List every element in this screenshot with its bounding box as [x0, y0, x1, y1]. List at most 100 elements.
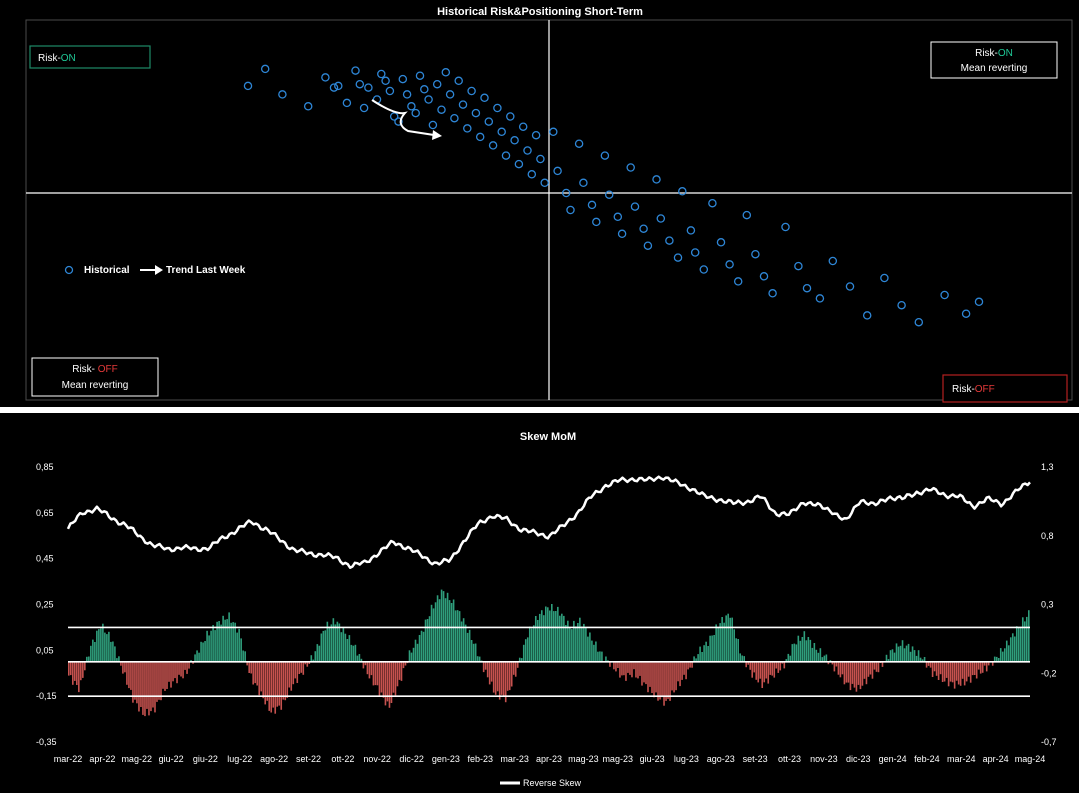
skew-bar	[339, 624, 341, 662]
skew-bar	[655, 662, 657, 693]
skew-bar	[371, 662, 373, 675]
skew-bar	[681, 662, 683, 680]
skew-bar	[848, 662, 850, 683]
skew-bar	[463, 618, 465, 662]
skew-bar	[473, 644, 475, 662]
skew-bar	[769, 662, 771, 675]
skew-bar	[254, 662, 256, 683]
left-tick-label: 0,25	[36, 600, 54, 610]
x-tick-label: nov-22	[363, 754, 391, 764]
skew-bar	[345, 634, 347, 662]
skew-bar	[118, 656, 120, 662]
skew-bar	[986, 662, 988, 672]
skew-bar	[751, 662, 753, 678]
skew-bar	[244, 651, 246, 662]
skew-bar	[174, 662, 176, 678]
skew-bar	[152, 662, 154, 708]
scatter-legend: Historical Trend Last Week	[66, 265, 246, 276]
skew-bar	[910, 652, 912, 662]
skew-bar	[559, 616, 561, 662]
skew-bar	[198, 653, 200, 662]
skew-bar	[457, 610, 459, 662]
skew-bar	[846, 662, 848, 683]
skew-bar	[932, 662, 934, 677]
skew-bar	[483, 662, 485, 672]
skew-bar	[423, 632, 425, 662]
skew-bar	[553, 611, 555, 662]
skew-bar	[852, 662, 854, 684]
skew-bar	[625, 662, 627, 681]
right-tick-label: 1,3	[1041, 462, 1054, 472]
skew-bar	[170, 662, 172, 688]
skew-bar	[441, 590, 443, 662]
skew-bar	[685, 662, 687, 679]
quadrant-sub-top-right: Mean reverting	[961, 63, 1028, 74]
skew-bar	[960, 662, 962, 686]
skew-bar	[335, 624, 337, 661]
skew-bar	[717, 628, 719, 662]
skew-bar	[220, 625, 222, 662]
skew-bar	[663, 662, 665, 706]
skew-bar	[824, 656, 826, 662]
skew-bar	[579, 618, 581, 662]
skew-bar	[531, 628, 533, 661]
skew-bar	[433, 608, 435, 661]
skew-bar	[180, 662, 182, 677]
skew-bar	[126, 662, 128, 685]
skew-bar	[643, 662, 645, 683]
legend-trend-label: Trend Last Week	[166, 265, 246, 276]
skew-bar	[970, 662, 972, 683]
skew-bar	[1020, 627, 1022, 662]
skew-bar	[226, 619, 228, 662]
skew-bar	[182, 662, 184, 679]
skew-bar	[469, 630, 471, 662]
skew-bar	[597, 652, 599, 662]
skew-bar	[972, 662, 974, 675]
skew-bar	[379, 662, 381, 696]
skew-bar	[264, 662, 266, 705]
skew-bar	[186, 662, 188, 674]
skew-bar	[188, 662, 190, 669]
skew-bar	[687, 662, 689, 670]
skew-bar	[419, 635, 421, 662]
x-tick-label: giu-22	[159, 754, 184, 764]
skew-bar	[926, 662, 928, 668]
skew-bar	[623, 662, 625, 675]
skew-bar	[204, 641, 206, 662]
skew-bar	[978, 662, 980, 670]
skew-bar	[798, 636, 800, 662]
skew-bar	[892, 649, 894, 662]
skew-bar	[952, 662, 954, 683]
skew-bar	[629, 662, 631, 675]
x-tick-label: dic-22	[399, 754, 424, 764]
quadrant-state-bottom-right: OFF	[975, 384, 995, 395]
skew-bar	[864, 662, 866, 679]
skew-bar	[904, 648, 906, 662]
skew-bar	[224, 620, 226, 662]
x-tick-label: ago-23	[707, 754, 735, 764]
skew-bar	[206, 631, 208, 662]
x-tick-label: mag-24	[1015, 754, 1046, 764]
skew-bar	[958, 662, 960, 685]
skew-bar	[90, 646, 92, 662]
left-tick-label: 0,65	[36, 508, 54, 518]
skew-bar	[525, 639, 527, 662]
skew-bar	[691, 662, 693, 668]
skew-bar	[537, 620, 539, 662]
right-tick-label: -0,2	[1041, 668, 1057, 678]
skew-bar	[278, 662, 280, 706]
skew-bar	[930, 662, 932, 668]
x-tick-label: giu-23	[640, 754, 665, 764]
quadrant-text-top-right: Risk-ON	[975, 48, 1013, 59]
skew-bar	[68, 662, 70, 676]
x-tick-label: mar-24	[947, 754, 976, 764]
skew-bar	[800, 641, 802, 662]
skew-bar	[453, 600, 455, 662]
skew-bar	[274, 662, 276, 714]
skew-bar	[739, 653, 741, 661]
skew-bar	[860, 662, 862, 689]
skew-bar	[719, 623, 721, 662]
right-tick-label: 0,8	[1041, 531, 1054, 541]
skew-bar	[854, 662, 856, 688]
skew-bar	[777, 662, 779, 673]
